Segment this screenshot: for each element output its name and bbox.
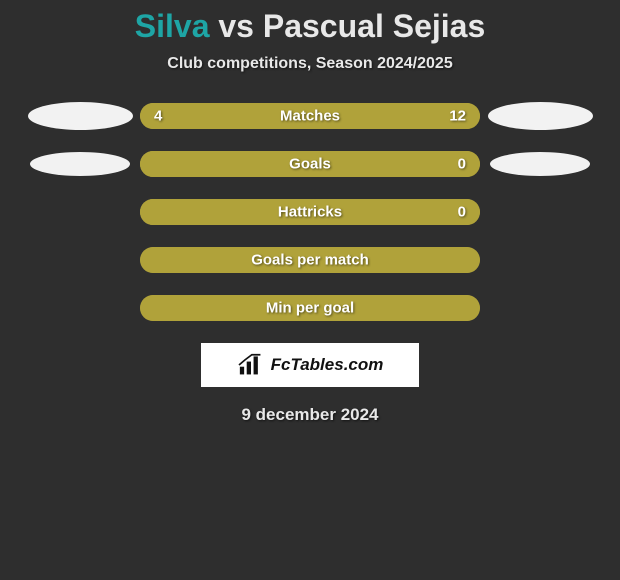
stat-label: Matches bbox=[280, 108, 340, 125]
stat-row: 0 Goals bbox=[0, 151, 620, 177]
avatar-slot-left bbox=[20, 152, 140, 176]
avatar-slot-right bbox=[480, 102, 600, 130]
stat-label: Goals per match bbox=[251, 252, 369, 269]
stat-label: Min per goal bbox=[266, 300, 354, 317]
stat-bar: Min per goal bbox=[140, 295, 480, 321]
comparison-title: Silva vs Pascual Sejias bbox=[0, 8, 620, 45]
date-text: 9 december 2024 bbox=[0, 405, 620, 425]
player2-avatar bbox=[490, 152, 590, 176]
stat-row: Min per goal bbox=[0, 295, 620, 321]
stat-right-value: 12 bbox=[449, 108, 466, 125]
player2-name: Pascual Sejias bbox=[263, 8, 485, 44]
avatar-slot-left bbox=[20, 102, 140, 130]
stat-bar: 4 12 Matches bbox=[140, 103, 480, 129]
player1-avatar bbox=[30, 152, 130, 176]
player1-avatar bbox=[28, 102, 133, 130]
stat-right-value: 0 bbox=[458, 204, 466, 221]
stat-bar: 0 Hattricks bbox=[140, 199, 480, 225]
stat-row: 4 12 Matches bbox=[0, 103, 620, 129]
subtitle: Club competitions, Season 2024/2025 bbox=[0, 55, 620, 73]
vs-text: vs bbox=[218, 8, 254, 44]
avatar-slot-right bbox=[480, 152, 600, 176]
logo-box[interactable]: FcTables.com bbox=[201, 343, 419, 387]
stat-left-value: 4 bbox=[154, 108, 162, 125]
comparison-container: Silva vs Pascual Sejias Club competition… bbox=[0, 0, 620, 425]
player1-name: Silva bbox=[135, 8, 210, 44]
stat-label: Goals bbox=[289, 156, 331, 173]
stat-bar: Goals per match bbox=[140, 247, 480, 273]
stat-bar: 0 Goals bbox=[140, 151, 480, 177]
stats-area: 4 12 Matches 0 Goals 0 Hattricks Goals per matc… bbox=[0, 103, 620, 321]
stat-row: 0 Hattricks bbox=[0, 199, 620, 225]
bar-chart-icon bbox=[237, 353, 265, 377]
logo-text: FcTables.com bbox=[271, 355, 384, 375]
stat-label: Hattricks bbox=[278, 204, 342, 221]
player2-avatar bbox=[488, 102, 593, 130]
stat-right-value: 0 bbox=[458, 156, 466, 173]
stat-row: Goals per match bbox=[0, 247, 620, 273]
